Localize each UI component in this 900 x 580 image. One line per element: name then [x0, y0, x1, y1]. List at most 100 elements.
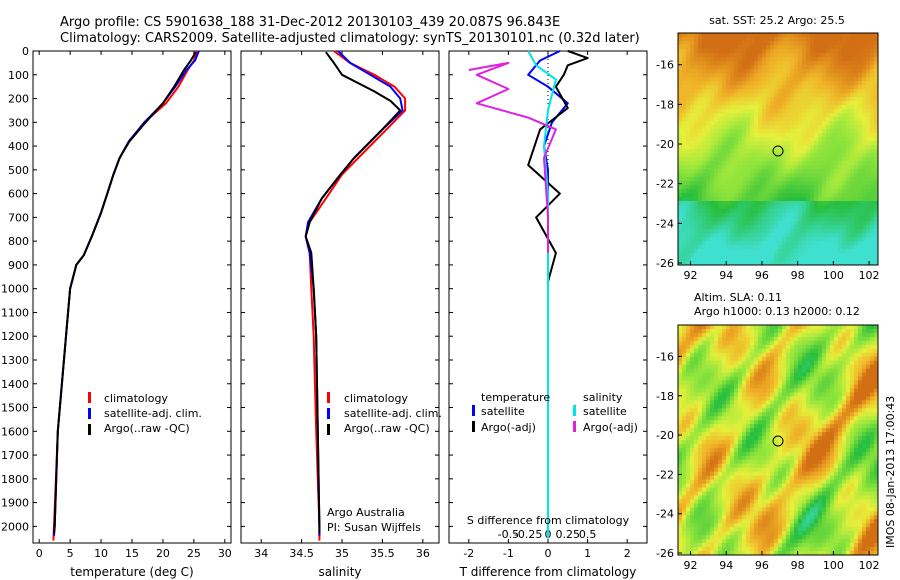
heatmap-cell — [714, 157, 719, 162]
heatmap-cell — [694, 209, 699, 214]
heatmap-cell — [794, 253, 799, 258]
heatmap-cell — [846, 177, 851, 182]
heatmap-cell — [686, 440, 691, 445]
y-tick-label: 600 — [8, 188, 29, 201]
heatmap-cell — [690, 165, 695, 170]
heatmap-cell — [738, 404, 743, 409]
heatmap-cell — [770, 97, 775, 102]
heatmap-cell — [706, 53, 711, 58]
heatmap-cell — [770, 436, 775, 441]
heatmap-cell — [682, 205, 687, 210]
y-tick-label: 1700 — [1, 449, 29, 462]
heatmap-cell — [790, 93, 795, 98]
heatmap-cell — [758, 404, 763, 409]
heatmap-cell — [714, 105, 719, 110]
heatmap-cell — [686, 129, 691, 134]
heatmap-cell — [854, 133, 859, 138]
heatmap-cell — [730, 65, 735, 70]
heatmap-cell — [846, 145, 851, 150]
heatmap-cell — [806, 193, 811, 198]
heatmap-cell — [810, 360, 815, 366]
heatmap-cell — [858, 125, 863, 130]
heatmap-cell — [786, 133, 791, 138]
heatmap-cell — [778, 125, 783, 130]
heatmap-cell — [798, 161, 803, 166]
heatmap-cell — [846, 428, 851, 433]
heatmap-cell — [874, 257, 878, 262]
heatmap-cell — [702, 33, 707, 38]
heatmap-cell — [758, 257, 763, 262]
heatmap-cell — [862, 157, 867, 162]
heatmap-cell — [782, 37, 787, 42]
heatmap-cell — [766, 328, 771, 334]
heatmap-cell — [726, 416, 731, 421]
heatmap-cell — [822, 412, 827, 417]
heatmap-cell — [710, 392, 715, 397]
heatmap-cell — [738, 181, 743, 186]
heatmap-cell — [734, 141, 739, 146]
heatmap-cell — [678, 352, 683, 358]
heatmap-cell — [818, 392, 823, 397]
heatmap-cell — [870, 360, 875, 366]
heatmap-cell — [690, 141, 695, 146]
heatmap-cell — [686, 69, 691, 74]
heatmap-cell — [874, 368, 878, 374]
heatmap-cell — [754, 372, 759, 378]
heatmap-cell — [706, 241, 711, 246]
heatmap-cell — [866, 189, 871, 194]
heatmap-cell — [722, 336, 727, 342]
heatmap-cell — [686, 73, 691, 78]
heatmap-cell — [730, 81, 735, 86]
heatmap-cell — [702, 141, 707, 146]
heatmap-cell — [686, 161, 691, 166]
heatmap-cell — [806, 169, 811, 174]
heatmap-cell — [762, 432, 767, 437]
heatmap-cell — [722, 197, 727, 202]
heatmap-cell — [754, 125, 759, 130]
heatmap-cell — [778, 408, 783, 413]
heatmap-cell — [706, 404, 711, 409]
heatmap-cell — [846, 209, 851, 214]
heatmap-cell — [706, 177, 711, 182]
heatmap-cell — [730, 253, 735, 258]
heatmap-cell — [862, 89, 867, 94]
heatmap-cell — [834, 33, 839, 38]
heatmap-cell — [866, 400, 871, 405]
heatmap-cell — [678, 57, 683, 62]
heatmap-cell — [874, 101, 878, 106]
heatmap-cell — [830, 451, 835, 457]
heatmap-cell — [866, 73, 871, 78]
heatmap-cell — [862, 233, 867, 238]
heatmap-cell — [790, 41, 795, 46]
heatmap-cell — [854, 412, 859, 417]
heatmap-cell — [754, 137, 759, 142]
heatmap-cell — [726, 85, 731, 90]
x-tick-label: 0 — [545, 547, 552, 560]
heatmap-cell — [714, 117, 719, 122]
heatmap-cell — [742, 69, 747, 74]
heatmap-cell — [682, 101, 687, 106]
heatmap-cell — [794, 61, 799, 66]
heatmap-cell — [774, 253, 779, 258]
heatmap-cell — [874, 253, 878, 258]
heatmap-cell — [702, 125, 707, 130]
heatmap-cell — [858, 85, 863, 90]
heatmap-cell — [730, 340, 735, 346]
heatmap-cell — [702, 157, 707, 162]
heatmap-cell — [690, 201, 695, 206]
heatmap-cell — [770, 65, 775, 70]
heatmap-cell — [786, 388, 791, 394]
heatmap-cell — [830, 169, 835, 174]
heatmap-cell — [682, 121, 687, 126]
heatmap-cell — [782, 33, 787, 38]
heatmap-cell — [698, 169, 703, 174]
heatmap-cell — [814, 205, 819, 210]
heatmap-cell — [694, 237, 699, 242]
heatmap-cell — [730, 408, 735, 413]
heatmap-cell — [734, 384, 739, 390]
heatmap-cell — [710, 81, 715, 86]
heatmap-cell — [706, 440, 711, 445]
heatmap-cell — [850, 209, 855, 214]
heatmap-cell — [698, 177, 703, 182]
heatmap-cell — [858, 352, 863, 358]
